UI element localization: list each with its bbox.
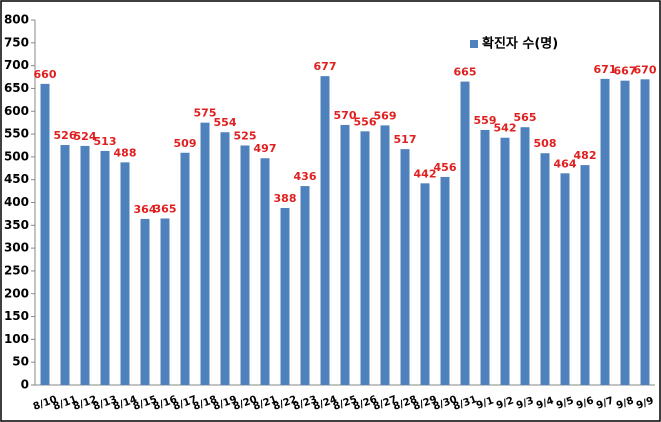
bar xyxy=(160,218,170,385)
value-label: 542 xyxy=(494,122,517,135)
value-label: 667 xyxy=(614,65,637,78)
value-label: 488 xyxy=(114,146,137,159)
value-label: 464 xyxy=(554,157,577,170)
bar xyxy=(40,83,50,385)
bar xyxy=(480,129,490,385)
y-tick-label: 200 xyxy=(4,286,29,300)
bar xyxy=(540,153,550,385)
value-label: 671 xyxy=(594,63,617,76)
value-label: 508 xyxy=(534,137,557,150)
y-tick-label: 600 xyxy=(4,104,29,118)
bar xyxy=(440,176,450,385)
value-label: 442 xyxy=(414,167,437,180)
value-label: 660 xyxy=(34,68,57,81)
y-tick-label: 100 xyxy=(4,332,29,346)
bar xyxy=(320,76,330,386)
value-label: 569 xyxy=(374,109,397,122)
y-tick-label: 250 xyxy=(4,263,29,277)
bar xyxy=(500,137,510,385)
bar xyxy=(360,131,370,385)
legend-marker xyxy=(470,40,478,48)
bar xyxy=(60,145,70,385)
bar xyxy=(400,149,410,385)
bar xyxy=(620,80,630,386)
bar xyxy=(520,127,530,385)
bar xyxy=(80,145,90,385)
value-label: 677 xyxy=(314,60,337,73)
y-tick-label: 500 xyxy=(4,149,29,163)
value-label: 497 xyxy=(254,142,277,155)
bar xyxy=(560,173,570,385)
value-label: 554 xyxy=(214,116,237,129)
y-tick-label: 550 xyxy=(4,127,29,141)
value-label: 365 xyxy=(154,202,177,215)
bar xyxy=(600,78,610,385)
bar xyxy=(120,162,130,385)
y-tick-label: 450 xyxy=(4,172,29,186)
bar xyxy=(420,183,430,385)
y-tick-label: 350 xyxy=(4,218,29,232)
y-tick-label: 650 xyxy=(4,81,29,95)
value-label: 556 xyxy=(354,115,377,128)
value-label: 456 xyxy=(434,161,457,174)
bar xyxy=(200,122,210,385)
value-label: 526 xyxy=(54,129,77,142)
bar xyxy=(220,132,230,385)
y-tick-label: 400 xyxy=(4,195,29,209)
legend-label: 확진자 수(명) xyxy=(482,36,558,52)
bar xyxy=(640,79,650,385)
bar xyxy=(240,145,250,385)
bar xyxy=(100,150,110,385)
y-tick-label: 150 xyxy=(4,309,29,323)
value-label: 482 xyxy=(574,149,597,162)
y-tick-label: 0 xyxy=(21,378,29,392)
bar xyxy=(180,152,190,385)
y-tick-label: 800 xyxy=(4,13,29,27)
bar xyxy=(580,165,590,385)
bar xyxy=(460,81,470,385)
value-label: 509 xyxy=(174,137,197,150)
value-label: 525 xyxy=(234,129,257,142)
value-label: 524 xyxy=(74,130,97,143)
bar xyxy=(280,207,290,385)
y-tick-label: 750 xyxy=(4,35,29,49)
value-label: 670 xyxy=(634,63,657,76)
y-tick-label: 700 xyxy=(4,58,29,72)
value-label: 513 xyxy=(94,135,117,148)
value-label: 364 xyxy=(134,203,157,216)
value-label: 575 xyxy=(194,107,217,120)
value-label: 436 xyxy=(294,170,317,183)
y-tick-label: 50 xyxy=(12,355,29,369)
value-label: 570 xyxy=(334,109,357,122)
bar xyxy=(260,158,270,385)
value-label: 559 xyxy=(474,114,497,127)
bar xyxy=(300,186,310,385)
value-label: 565 xyxy=(514,111,537,124)
bar xyxy=(340,124,350,385)
value-label: 665 xyxy=(454,66,477,79)
bar xyxy=(380,125,390,386)
y-tick-label: 300 xyxy=(4,241,29,255)
bar xyxy=(140,218,150,385)
value-label: 517 xyxy=(394,133,417,146)
value-label: 388 xyxy=(274,192,297,205)
